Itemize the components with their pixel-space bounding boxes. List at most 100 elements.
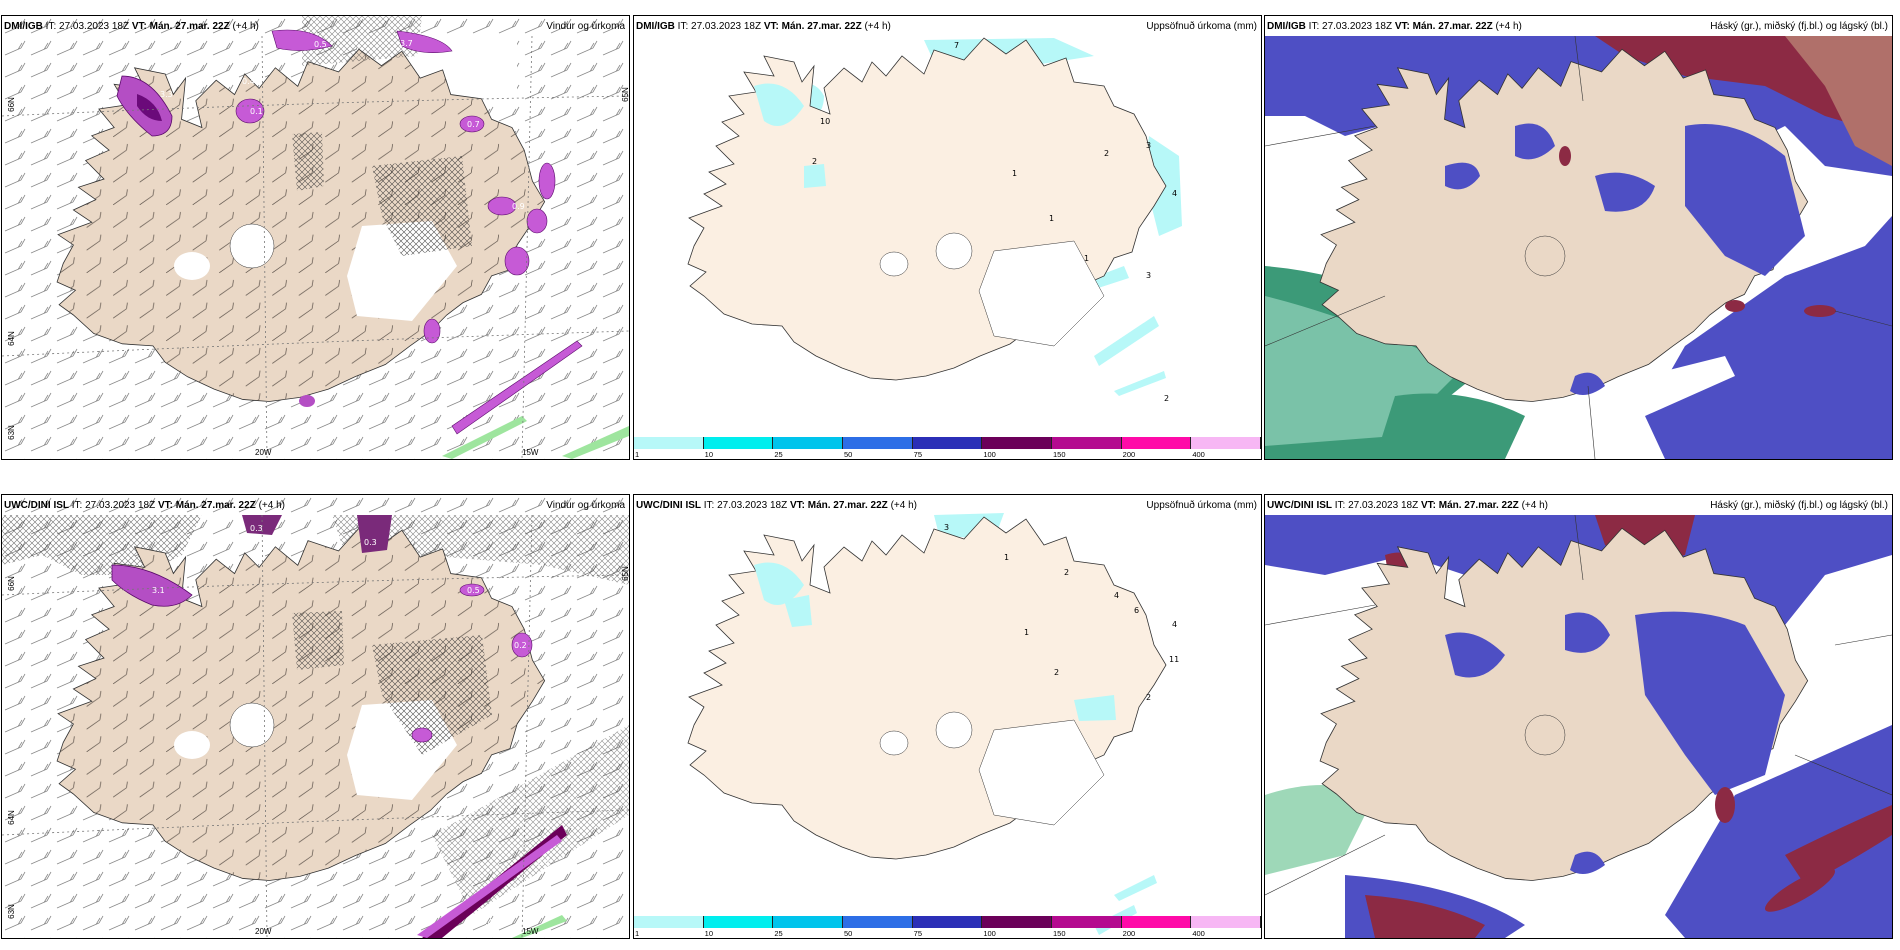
colorbar-label: 100 <box>983 929 996 938</box>
colorbar-swatch <box>1191 916 1261 928</box>
lat-label: 65N <box>620 87 630 102</box>
panel-uwc-accum-precip: 3 1 2 4 6 4 11 2 2 1 UWC/DINI ISL IT: 27… <box>633 494 1262 939</box>
vt-value: Mán. 27.mar. 22Z <box>149 21 230 32</box>
product-title: Háský (gr.), miðský (fj.bl.) og lágský (… <box>1710 21 1888 32</box>
value-label: 1 <box>1004 553 1009 562</box>
value-label: 7 <box>954 41 959 50</box>
colorbar-label: 150 <box>1053 450 1066 459</box>
value-label: 1 <box>1049 214 1054 223</box>
panel-header: UWC/DINI ISL IT: 27.03.2023 18Z VT: Mán.… <box>1265 495 1892 517</box>
value-label: 0.5 <box>467 586 480 595</box>
value-label: 1 <box>1084 254 1089 263</box>
colorbar-swatch <box>1052 916 1122 928</box>
value-label: 2 <box>1064 568 1069 577</box>
colorbar-label: 75 <box>913 450 922 459</box>
vt-value: Mán. 27.mar. 22Z <box>781 21 862 32</box>
colorbar-label: 1 <box>635 450 640 459</box>
value-label: 3.7 <box>400 39 413 48</box>
it-label: IT: <box>1308 21 1320 32</box>
colorbar: 1 10 25 50 75 100 150 200 400 <box>634 437 1261 459</box>
value-label: 3.1 <box>152 586 165 595</box>
colorbar-label: 400 <box>1192 929 1205 938</box>
value-label: 4 <box>1172 620 1177 629</box>
vt-value: Mán. 27.mar. 22Z <box>175 500 256 511</box>
it-label: IT: <box>45 21 57 32</box>
value-label: 3 <box>944 523 949 532</box>
colorbar-swatch <box>912 437 983 449</box>
model-name: UWC/DINI ISL <box>4 500 69 511</box>
map-clouds-dmi <box>1265 16 1892 459</box>
vt-label: VT: <box>1420 500 1436 511</box>
colorbar-swatch <box>634 437 704 449</box>
colorbar-label: 50 <box>844 450 853 459</box>
model-name: UWC/DINI ISL <box>1267 500 1332 511</box>
panel-uwc-clouds: UWC/DINI ISL IT: 27.03.2023 18Z VT: Mán.… <box>1264 494 1893 939</box>
colorbar-swatch <box>634 916 704 928</box>
lead-time: (+4 h) <box>864 21 891 32</box>
value-label: 10 <box>820 117 830 126</box>
value-label: 2 <box>812 157 817 166</box>
value-label: 11 <box>1169 655 1179 664</box>
colorbar-swatch <box>703 916 774 928</box>
lon-label: 20W <box>255 448 272 457</box>
it-label: IT: <box>677 21 689 32</box>
value-label: 2 <box>1146 693 1151 702</box>
value-label: 3 <box>1146 141 1151 150</box>
it-label: IT: <box>703 500 715 511</box>
lead-time: (+4 h) <box>1521 500 1548 511</box>
panel-header: DMI/IGB IT: 27.03.2023 18Z VT: Mán. 27.m… <box>634 16 1261 38</box>
lead-time: (+4 h) <box>1495 21 1522 32</box>
panel-header: UWC/DINI ISL IT: 27.03.2023 18Z VT: Mán.… <box>634 495 1261 517</box>
lon-label: 20W <box>255 927 272 936</box>
panel-dmi-wind-precip: 0.5 3.7 0.4 3.3 0.1 0.7 0.9 DMI/IGB IT: … <box>1 15 630 460</box>
colorbar-label: 25 <box>774 450 783 459</box>
lat-label: 64N <box>6 810 16 825</box>
vt-label: VT: <box>157 500 173 511</box>
map-accum-precip-dmi: 7 10 2 2 3 1 1 4 1 3 2 <box>687 37 1182 403</box>
panel-dmi-clouds: DMI/IGB IT: 27.03.2023 18Z VT: Mán. 27.m… <box>1264 15 1893 460</box>
vt-value: Mán. 27.mar. 22Z <box>1412 21 1493 32</box>
model-name: DMI/IGB <box>636 21 675 32</box>
value-label: 2 <box>1104 149 1109 158</box>
lead-time: (+4 h) <box>232 21 259 32</box>
panel-dmi-accum-precip: 7 10 2 2 3 1 1 4 1 3 2 DMI/IGB IT: 27.03… <box>633 15 1262 460</box>
value-label: 0.3 <box>250 524 263 533</box>
colorbar-label: 200 <box>1122 929 1136 938</box>
it-value: 27.03.2023 18Z <box>1322 21 1393 32</box>
vt-value: Mán. 27.mar. 22Z <box>1438 500 1519 511</box>
colorbar-swatch <box>1121 437 1192 449</box>
it-value: 27.03.2023 18Z <box>1348 500 1419 511</box>
colorbar-label: 50 <box>844 929 853 938</box>
it-value: 27.03.2023 18Z <box>717 500 788 511</box>
product-title: Uppsöfnuð úrkoma (mm) <box>1146 500 1257 511</box>
model-name: UWC/DINI ISL <box>636 500 701 511</box>
value-label: 4 <box>1172 189 1177 198</box>
value-label: 1 <box>1024 628 1029 637</box>
product-title: Vindur og úrkoma <box>546 21 625 32</box>
vt-label: VT: <box>1394 21 1410 32</box>
it-value: 27.03.2023 18Z <box>59 21 130 32</box>
product-title: Uppsöfnuð úrkoma (mm) <box>1146 21 1257 32</box>
value-label: 0.2 <box>514 641 527 650</box>
map-accum-precip-uwc: 3 1 2 4 6 4 11 2 2 1 <box>687 513 1179 935</box>
value-label: 4 <box>1114 591 1119 600</box>
colorbar-label: 10 <box>704 929 713 938</box>
value-label: 0.4 <box>537 858 550 867</box>
panel-header: DMI/IGB IT: 27.03.2023 18Z VT: Mán. 27.m… <box>2 16 629 38</box>
value-label: 0.3 <box>364 538 377 547</box>
lead-time: (+4 h) <box>258 500 285 511</box>
lat-label: 66N <box>6 97 16 112</box>
vt-label: VT: <box>131 21 147 32</box>
colorbar-swatch <box>982 916 1052 928</box>
lat-label: 63N <box>6 425 16 440</box>
lon-label: 15W <box>522 448 539 457</box>
lat-label: 65N <box>620 566 630 581</box>
panel-header: DMI/IGB IT: 27.03.2023 18Z VT: Mán. 27.m… <box>1265 16 1892 38</box>
lead-time: (+4 h) <box>890 500 917 511</box>
product-title: Vindur og úrkoma <box>546 500 625 511</box>
value-label: 0.4 <box>480 918 493 927</box>
value-label: 0.5 <box>314 40 327 49</box>
colorbar-swatch <box>982 437 1052 449</box>
lat-label: 66N <box>6 576 16 591</box>
colorbar-label: 1 <box>635 929 640 938</box>
